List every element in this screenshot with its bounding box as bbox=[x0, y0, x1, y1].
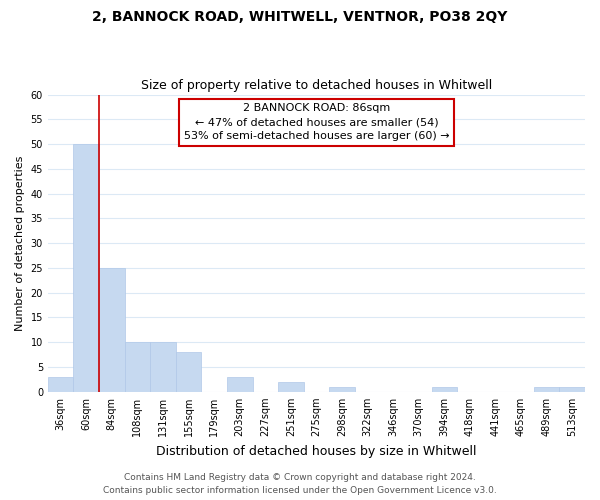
Bar bbox=[48, 377, 73, 392]
Bar bbox=[150, 342, 176, 392]
X-axis label: Distribution of detached houses by size in Whitwell: Distribution of detached houses by size … bbox=[156, 444, 477, 458]
Bar bbox=[329, 387, 355, 392]
Bar bbox=[125, 342, 150, 392]
Bar bbox=[176, 352, 202, 392]
Bar bbox=[278, 382, 304, 392]
Bar bbox=[227, 377, 253, 392]
Text: 2 BANNOCK ROAD: 86sqm
← 47% of detached houses are smaller (54)
53% of semi-deta: 2 BANNOCK ROAD: 86sqm ← 47% of detached … bbox=[184, 104, 449, 142]
Text: Contains HM Land Registry data © Crown copyright and database right 2024.
Contai: Contains HM Land Registry data © Crown c… bbox=[103, 474, 497, 495]
Title: Size of property relative to detached houses in Whitwell: Size of property relative to detached ho… bbox=[141, 79, 492, 92]
Bar bbox=[73, 144, 99, 392]
Bar bbox=[99, 268, 125, 392]
Bar bbox=[431, 387, 457, 392]
Bar bbox=[534, 387, 559, 392]
Bar bbox=[559, 387, 585, 392]
Y-axis label: Number of detached properties: Number of detached properties bbox=[15, 156, 25, 331]
Text: 2, BANNOCK ROAD, WHITWELL, VENTNOR, PO38 2QY: 2, BANNOCK ROAD, WHITWELL, VENTNOR, PO38… bbox=[92, 10, 508, 24]
